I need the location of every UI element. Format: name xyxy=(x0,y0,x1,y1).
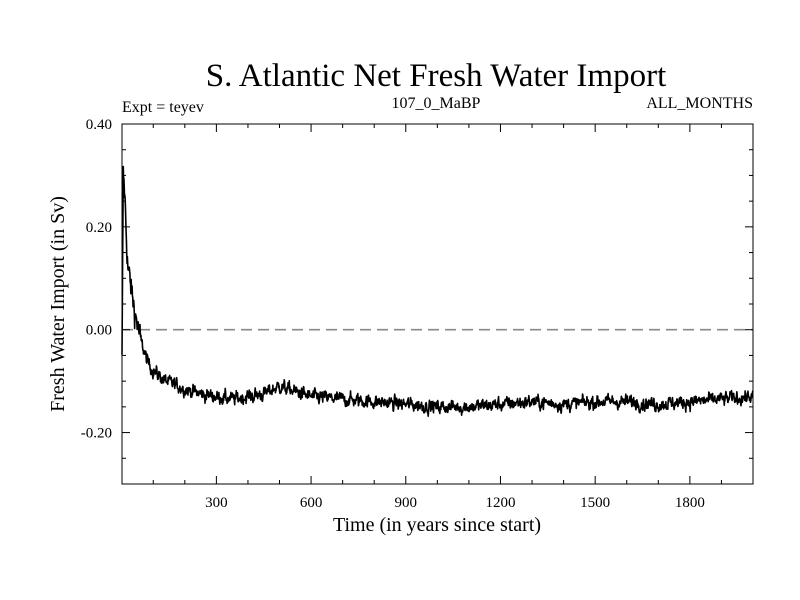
x-tick-label: 1800 xyxy=(675,495,705,511)
y-tick-label: 0.40 xyxy=(86,117,112,133)
x-tick-label: 600 xyxy=(300,495,323,511)
x-tick-label: 900 xyxy=(395,495,418,511)
plot-frame xyxy=(121,123,754,485)
y-tick-label: -0.20 xyxy=(81,426,112,442)
subtitle-left: Expt = teyev xyxy=(122,99,204,116)
chart-title: S. Atlantic Net Fresh Water Import xyxy=(206,58,667,94)
y-axis-ticks: -0.20 0.00 0.20 0.40 xyxy=(81,117,753,485)
x-axis-ticks: 300 600 900 1200 1500 1800 xyxy=(152,124,722,511)
x-tick-label: 1500 xyxy=(580,495,610,511)
series-layer xyxy=(121,165,754,417)
y-tick-label: 0.20 xyxy=(86,220,112,236)
series-line xyxy=(121,165,754,417)
subtitle-center: 107_0_MaBP xyxy=(392,95,481,112)
y-axis-label: Fresh Water Import (in Sv) xyxy=(47,196,69,412)
x-tick-label: 1200 xyxy=(485,495,515,511)
x-axis-label: Time (in years since start) xyxy=(333,514,541,536)
x-tick-label: 300 xyxy=(205,495,228,511)
subtitle-right: ALL_MONTHS xyxy=(646,95,753,112)
y-tick-label: 0.00 xyxy=(86,323,112,339)
